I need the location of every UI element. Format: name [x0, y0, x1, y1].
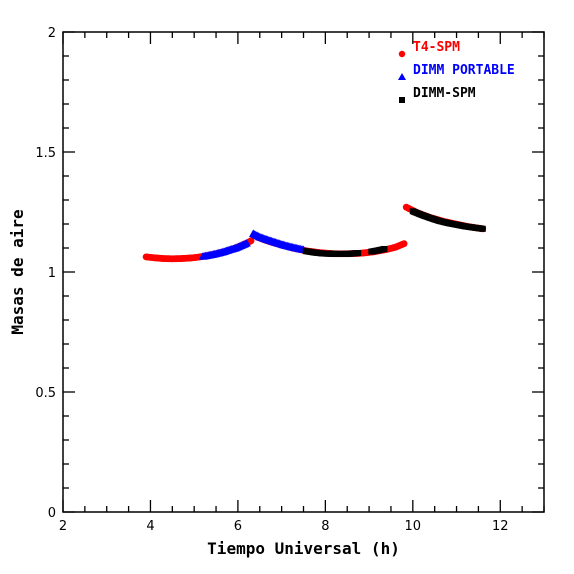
y-tick-label: 2: [48, 26, 56, 41]
x-tick-label: 6: [234, 519, 242, 534]
x-tick-label: 4: [146, 519, 154, 534]
data-point: [355, 250, 362, 257]
y-tick-label: 0.5: [35, 386, 56, 401]
legend-label-dimm-spm: DIMM-SPM: [413, 86, 476, 101]
data-point: [242, 239, 251, 247]
plot-frame: [62, 31, 545, 513]
data-point: [400, 240, 408, 248]
x-tick-label: 10: [405, 519, 422, 534]
y-tick-label: 0: [48, 506, 56, 521]
data-point: [381, 245, 388, 252]
legend-entry-dimm-spm: DIMM-SPM: [399, 86, 476, 103]
legend: T4-SPM DIMM PORTABLE DIMM-SPM: [398, 40, 515, 103]
plot-marks: [142, 203, 487, 263]
x-tick-label: 8: [321, 519, 329, 534]
legend-label-dimm-portable: DIMM PORTABLE: [413, 63, 515, 78]
legend-label-t4-spm: T4-SPM: [413, 40, 460, 55]
data-point: [247, 237, 255, 245]
x-tick-label: 12: [492, 519, 509, 534]
legend-marker-dimm-portable: [398, 73, 406, 80]
axes: 2 4 6 8 10 12 0 0.5 1 1.5 2: [35, 26, 545, 534]
x-axis-title: Tiempo Universal (h): [207, 539, 400, 558]
legend-entry-t4-spm: T4-SPM: [398, 40, 460, 58]
y-axis-title: Masas de aire: [8, 209, 27, 334]
y-tick-label: 1: [48, 266, 56, 281]
legend-entry-dimm-portable: DIMM PORTABLE: [398, 63, 515, 80]
data-point: [479, 225, 486, 232]
legend-marker-t4-spm: [398, 50, 406, 58]
series-dimm-portable: [198, 229, 308, 260]
y-tick-label: 1.5: [35, 146, 56, 161]
series-dimm-spm: [302, 208, 486, 257]
legend-marker-dimm-spm: [399, 97, 405, 103]
x-tick-label: 2: [59, 519, 67, 534]
